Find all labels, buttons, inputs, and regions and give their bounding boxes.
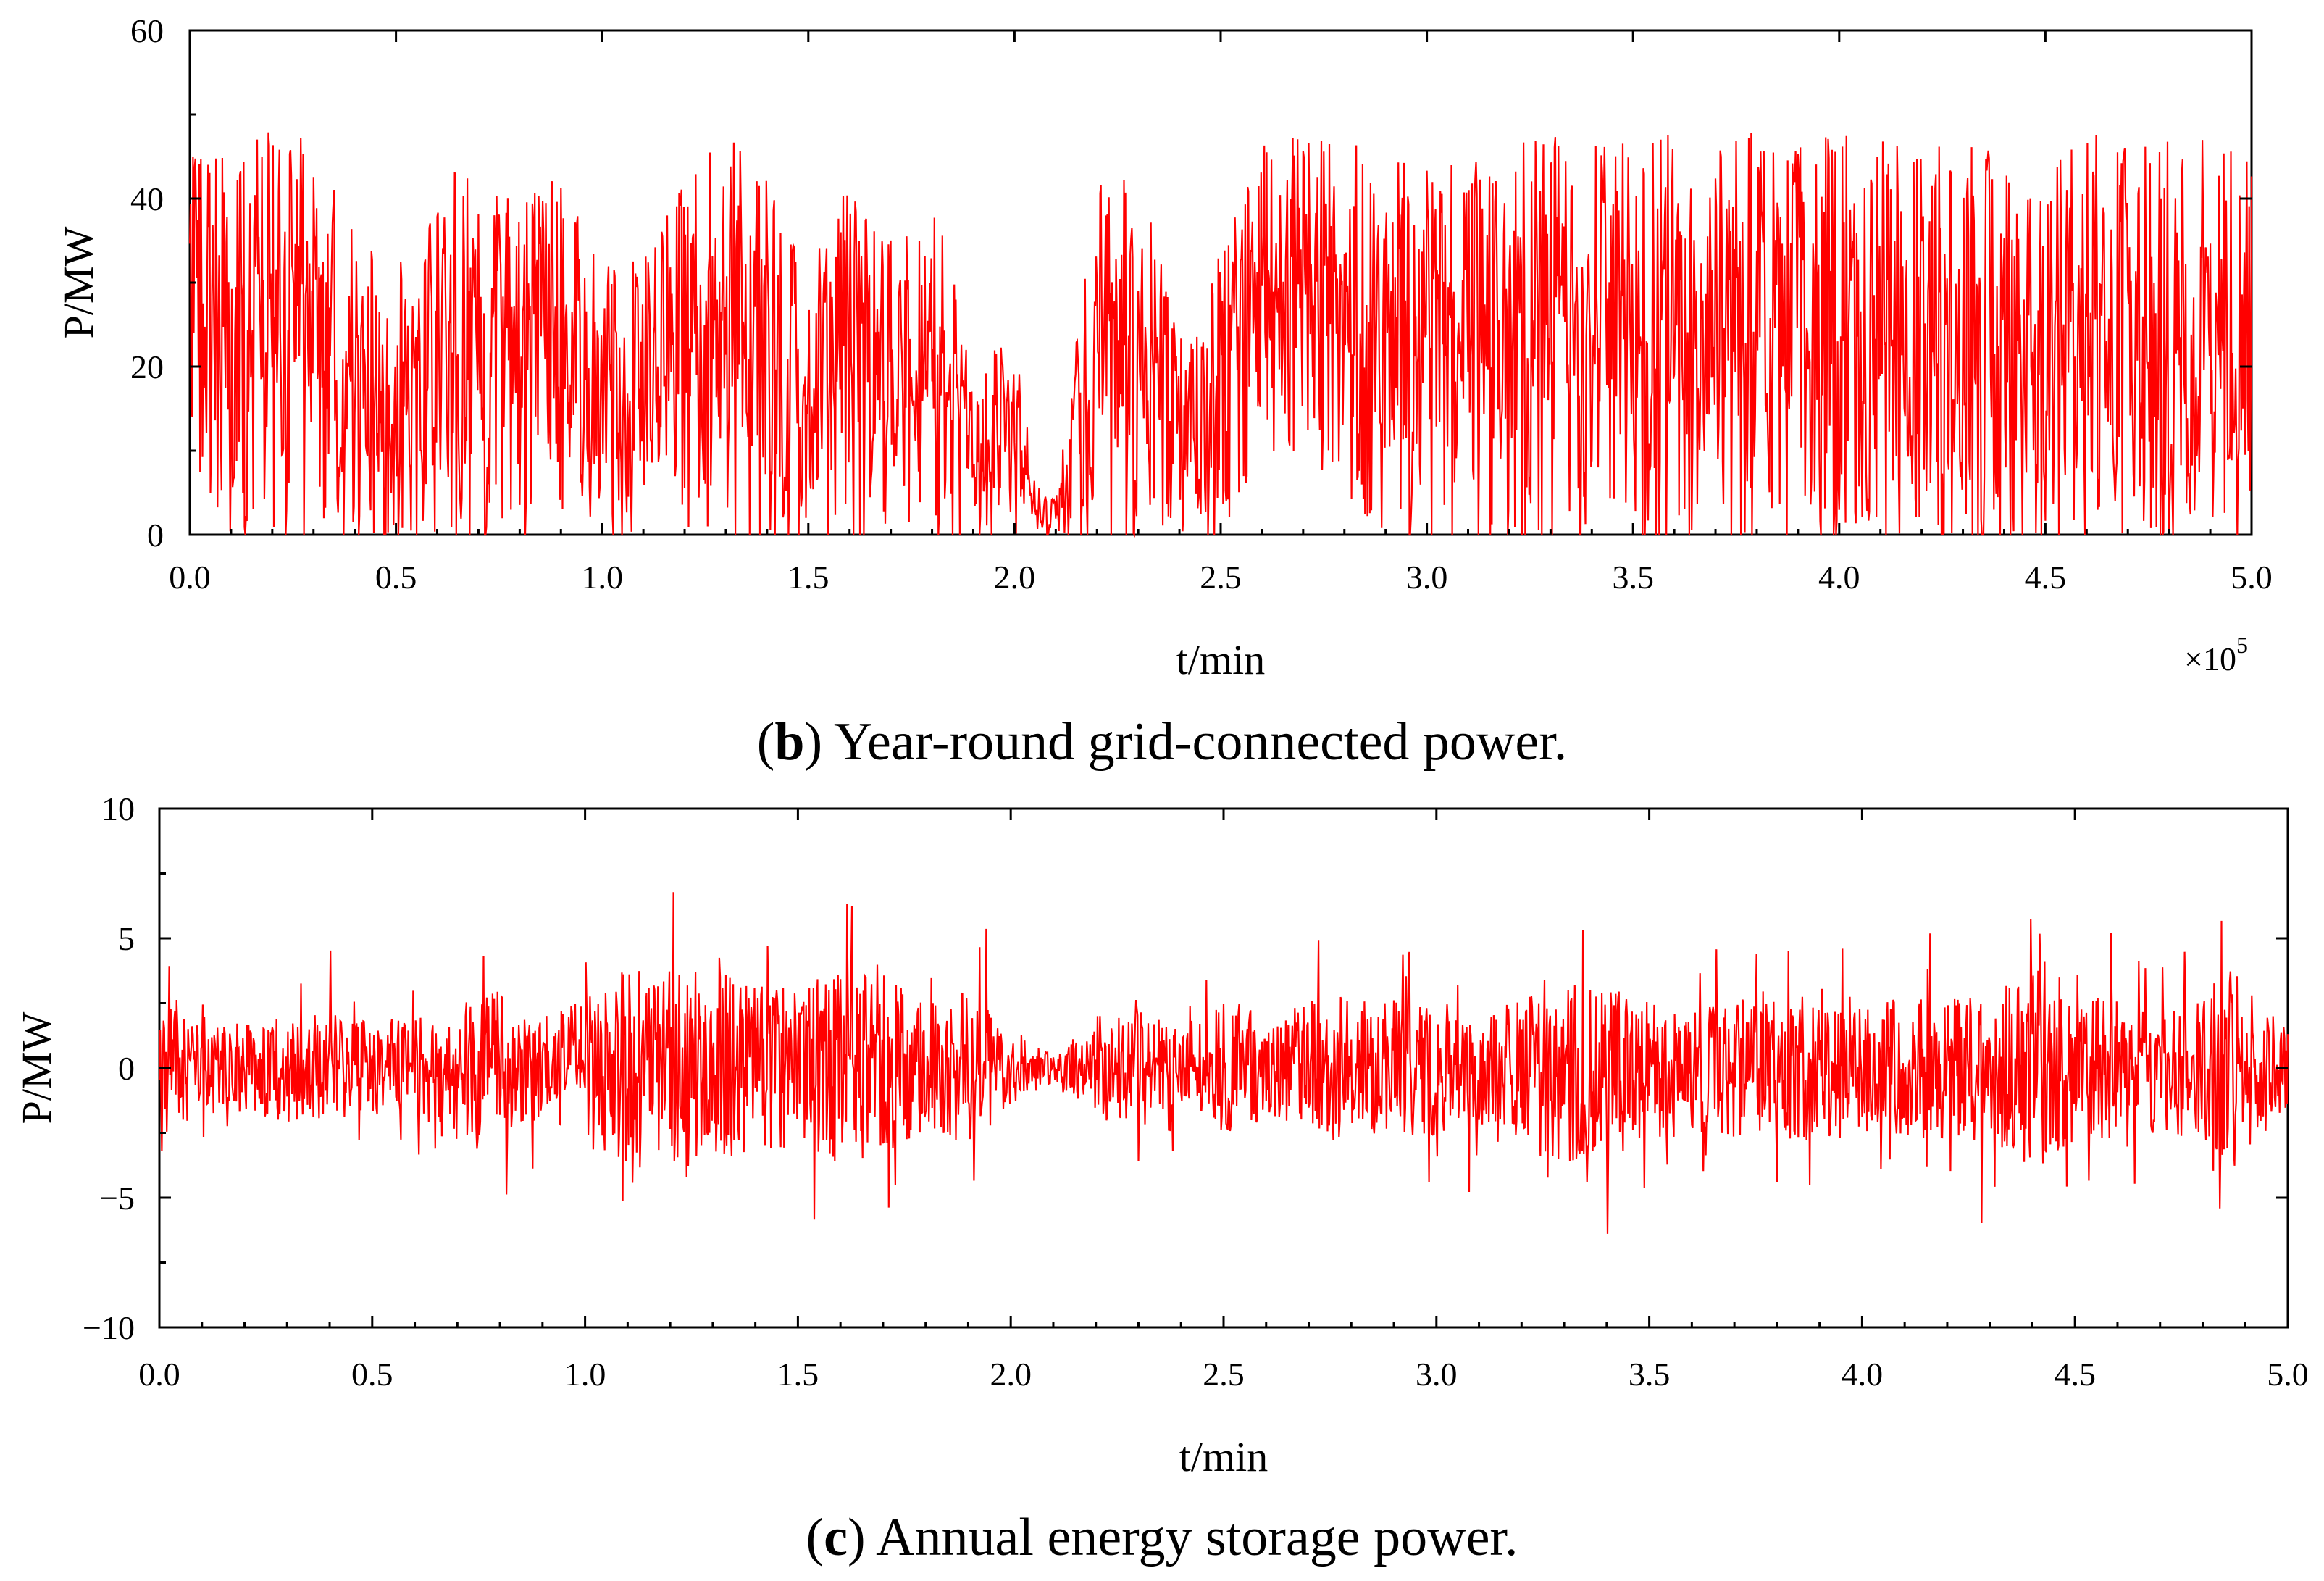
chart-c-y-tick-label: 5 xyxy=(118,920,135,957)
chart-c-x-tick-label: 0.5 xyxy=(351,1356,393,1393)
chart-c-x-axis: 0.0 0.5 1.0 1.5 2.0 2.5 3.0 3.5 4.0 4.5 5.0 xyxy=(138,809,2309,1393)
chart-c-y-axis: −10 −5 0 5 10 xyxy=(83,790,2288,1346)
chart-b-x-multiplier: ×105 xyxy=(2184,632,2248,677)
chart-b-ylabel: P/MW xyxy=(55,226,102,338)
chart-c-y-tick-label: −5 xyxy=(99,1180,135,1217)
chart-c-x-tick-label: 1.0 xyxy=(564,1356,606,1393)
chart-b-x-tick-label: 5.0 xyxy=(2231,559,2273,596)
chart-b-caption: (b) Year-round grid-connected power. xyxy=(757,712,1568,772)
chart-c-caption: (c) Annual energy storage power. xyxy=(806,1508,1518,1567)
chart-c-x-tick-label: 4.5 xyxy=(2054,1356,2096,1393)
chart-b-y-tick-label: 40 xyxy=(130,180,164,217)
chart-b-y-axis: 0 20 40 60 xyxy=(130,12,2252,554)
chart-b-y-tick-label: 60 xyxy=(130,12,164,49)
chart-c-x-tick-label: 3.5 xyxy=(1629,1356,1671,1393)
chart-b-y-tick-label: 20 xyxy=(130,349,164,385)
chart-b-y-tick-label: 0 xyxy=(147,517,164,554)
chart-c-x-tick-label: 0.0 xyxy=(138,1356,180,1393)
chart-c-y-tick-label: 0 xyxy=(118,1050,135,1087)
chart-c-y-tick-label: 10 xyxy=(101,790,135,827)
chart-b-series-line xyxy=(188,132,2253,538)
chart-c-x-tick-label: 4.0 xyxy=(1842,1356,1884,1393)
chart-b-x-tick-label: 3.5 xyxy=(1612,559,1654,596)
chart-b-x-tick-label: 1.0 xyxy=(581,559,623,596)
chart-b-x-tick-label: 2.5 xyxy=(1200,559,1242,596)
chart-c-x-tick-label: 2.0 xyxy=(990,1356,1032,1393)
chart-c-xlabel: t/min xyxy=(1179,1433,1268,1480)
chart-b-x-tick-label: 2.0 xyxy=(994,559,1036,596)
chart-b-series xyxy=(188,132,2253,538)
chart-c-x-tick-label: 5.0 xyxy=(2267,1356,2309,1393)
chart-b-x-axis: 0.0 0.5 1.0 1.5 2.0 2.5 3.0 3.5 4.0 4.5 5.0 xyxy=(169,30,2273,596)
chart-b: 0.0 0.5 1.0 1.5 2.0 2.5 3.0 3.5 4.0 4.5 5.0 0 20 40 6… xyxy=(55,12,2273,772)
chart-c: 0.0 0.5 1.0 1.5 2.0 2.5 3.0 3.5 4.0 4.5 5.0 −10−50… xyxy=(13,790,2309,1567)
chart-c-x-tick-label: 2.5 xyxy=(1203,1356,1245,1393)
chart-b-x-tick-label: 4.0 xyxy=(1818,559,1860,596)
chart-b-x-tick-label: 4.5 xyxy=(2025,559,2067,596)
chart-b-x-tick-label: 1.5 xyxy=(787,559,829,596)
chart-b-xlabel: t/min xyxy=(1176,636,1265,683)
chart-b-x-tick-label: 0.5 xyxy=(375,559,417,596)
chart-c-series-line xyxy=(158,892,2289,1234)
chart-c-series xyxy=(158,892,2289,1234)
chart-b-x-tick-label: 3.0 xyxy=(1406,559,1448,596)
chart-c-ylabel: P/MW xyxy=(13,1011,60,1124)
chart-c-x-tick-label: 1.5 xyxy=(777,1356,819,1393)
chart-c-y-tick-label: −10 xyxy=(83,1309,135,1346)
chart-b-x-tick-label: 0.0 xyxy=(169,559,211,596)
chart-c-x-tick-label: 3.0 xyxy=(1416,1356,1458,1393)
